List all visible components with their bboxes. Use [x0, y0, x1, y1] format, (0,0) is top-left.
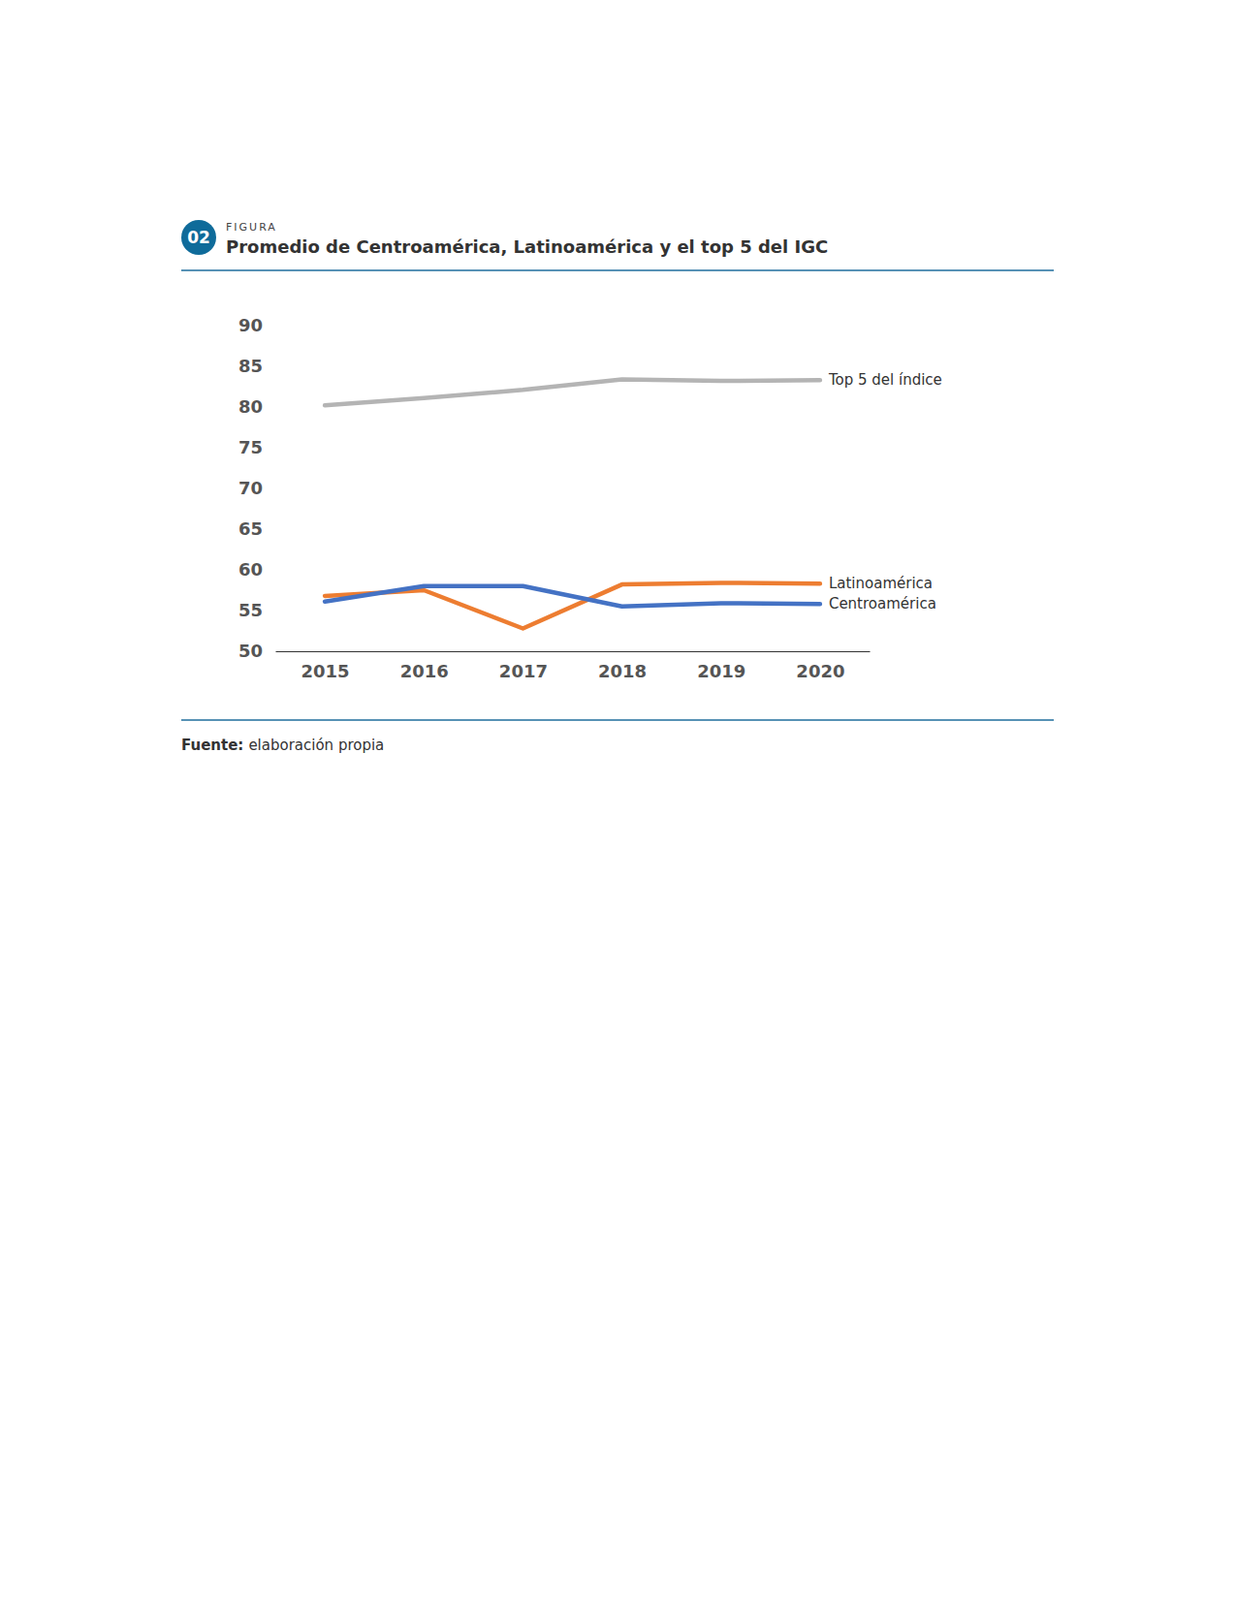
y-axis: 50 55 60 65 70 75 80 85 90 — [238, 315, 264, 662]
x-tick-label: 2019 — [697, 661, 746, 682]
figure: 02 FIGURA Promedio de Centroamérica, Latin… — [0, 0, 1236, 1600]
top-rule — [181, 269, 1054, 272]
x-axis: 2015 2016 2017 2018 2019 2020 — [276, 651, 871, 682]
x-tick-label: 2016 — [400, 661, 449, 682]
source: Fuente:elaboración propia — [181, 736, 384, 755]
source-label: Fuente: — [181, 736, 244, 755]
y-tick: 75 — [238, 437, 263, 458]
x-tick: 2019 — [697, 651, 746, 682]
y-axis-line — [262, 326, 264, 653]
y-tick: 85 — [238, 355, 263, 377]
y-tick-label: 75 — [238, 437, 263, 458]
x-tick: 2020 — [795, 651, 845, 682]
y-tick-label: 55 — [238, 600, 263, 621]
series-line — [324, 582, 821, 629]
x-tick: 2018 — [598, 651, 647, 682]
series-line — [324, 586, 821, 607]
badge — [181, 220, 217, 255]
x-tick-label: 2015 — [301, 661, 350, 682]
y-tick-label: 90 — [238, 315, 263, 336]
x-tick-label: 2018 — [598, 661, 647, 682]
x-axis-line — [276, 651, 871, 653]
bottom-rule — [181, 719, 1054, 722]
y-tick-label: 60 — [238, 559, 263, 580]
y-tick-label: 80 — [238, 396, 263, 417]
series-label: Centroamérica — [828, 595, 937, 613]
y-tick: 60 — [238, 559, 263, 580]
y-tick: 70 — [238, 477, 263, 499]
y-tick: 55 — [238, 600, 263, 621]
y-tick: 90 — [238, 315, 263, 336]
figure-label: FIGURA — [225, 221, 278, 234]
x-tick: 2017 — [499, 651, 548, 682]
y-tick-label: 85 — [238, 355, 263, 377]
series-label: Top 5 del índice — [827, 371, 943, 389]
x-tick-label: 2020 — [795, 661, 845, 682]
y-tick: 65 — [238, 518, 263, 539]
y-tick-label: 50 — [238, 640, 263, 662]
y-tick-label: 70 — [238, 477, 263, 499]
figure-number: 02 — [187, 227, 211, 248]
x-tick: 2016 — [400, 651, 449, 682]
x-tick-label: 2017 — [499, 661, 548, 682]
series-line — [324, 379, 821, 406]
title: Promedio de Centroamérica, Latinoamérica… — [225, 236, 828, 257]
y-tick-label: 65 — [238, 518, 263, 539]
y-tick: 50 — [238, 640, 263, 662]
plot — [324, 379, 821, 629]
source-text: elaboración propia — [248, 736, 384, 755]
x-tick: 2015 — [301, 651, 350, 682]
y-tick: 80 — [238, 396, 263, 417]
series-label: Latinoamérica — [828, 574, 933, 593]
